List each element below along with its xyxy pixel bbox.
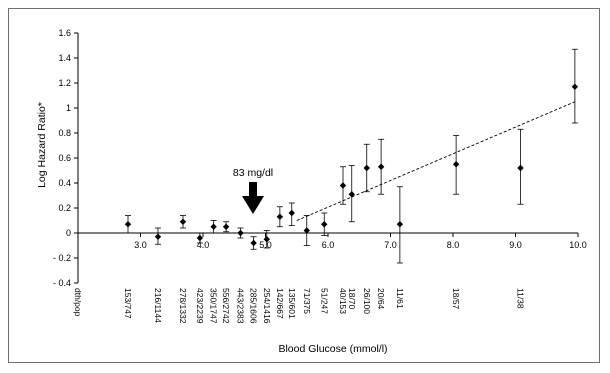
count-label: 254/1416	[262, 288, 272, 324]
data-point	[124, 221, 132, 228]
count-label: 423/2239	[195, 288, 205, 324]
y-tick-label: 1	[66, 103, 71, 113]
count-label: 142/667	[275, 288, 285, 319]
count-label: 26/100	[362, 288, 372, 314]
data-point	[377, 163, 385, 170]
x-axis-label: Blood Glucose (mmol/l)	[278, 343, 387, 355]
data-point	[250, 239, 257, 247]
count-label: 11/61	[395, 288, 405, 309]
count-label: 443/2383	[236, 288, 246, 324]
trend-line	[296, 101, 576, 221]
count-label: 350/1747	[209, 288, 219, 324]
error-bars	[125, 48, 578, 264]
count-label: 216/1144	[153, 288, 163, 323]
annotation-group: 83 mg/dl	[233, 167, 273, 214]
counts-group: dth/pop 153/747 216/1144 278/1332 423/2239 35…	[73, 288, 526, 324]
data-point	[321, 221, 328, 228]
annotation-label: 83 mg/dl	[233, 167, 273, 179]
count-label: 18/70	[347, 288, 357, 310]
x-tick-label: 5.0	[259, 240, 272, 250]
data-point	[263, 236, 270, 243]
figure-frame	[8, 8, 600, 363]
count-label: 556/2742	[221, 288, 231, 324]
x-tick-label: 7.0	[384, 240, 397, 250]
count-label: 11/38	[516, 288, 526, 309]
count-label: 51/247	[319, 288, 329, 314]
data-point	[339, 182, 347, 189]
count-label: 285/1606	[249, 288, 259, 324]
axes: 1.6 1.4 1.2 1 0.8 0.6 0.4 0.2 0 - 0.2 - 0.4 3.0 4.0 5…	[53, 28, 587, 288]
count-label: 278/1332	[178, 288, 188, 324]
data-point	[196, 234, 204, 242]
counts-header: dth/pop	[73, 288, 83, 317]
data-point	[303, 227, 310, 234]
data-point	[396, 221, 404, 228]
count-label: 18/57	[451, 288, 461, 310]
data-point	[288, 209, 295, 217]
data-markers	[124, 83, 579, 247]
data-point	[154, 233, 162, 240]
x-tick-label: 3.0	[134, 240, 147, 250]
y-tick-label: 0	[66, 228, 71, 238]
data-point	[363, 164, 370, 172]
y-axis-label: Log Hazard Ratio*	[36, 102, 48, 188]
down-arrow-icon	[242, 182, 264, 214]
x-tick-label: 4.0	[197, 240, 210, 250]
x-tick-label: 10.0	[569, 240, 587, 250]
y-tick-label: 0.6	[58, 153, 71, 163]
x-tick-label: 8.0	[447, 240, 460, 250]
data-point	[222, 223, 230, 230]
y-tick-label: 0.2	[58, 203, 71, 213]
y-tick-label: 1.2	[58, 78, 71, 88]
count-label: 40/153	[338, 288, 348, 314]
data-point	[571, 83, 579, 90]
data-point	[210, 223, 217, 230]
x-tick-label: 9.0	[509, 240, 522, 250]
y-tick-label: 1.4	[58, 53, 71, 63]
count-label: 153/747	[123, 288, 133, 319]
data-point	[276, 213, 284, 220]
data-point	[348, 191, 355, 198]
count-label: 71/375	[302, 288, 312, 314]
count-label: 135/601	[287, 288, 297, 319]
data-point	[179, 218, 187, 225]
y-tick-label: 0.8	[58, 128, 71, 138]
x-tick-label: 6.0	[322, 240, 335, 250]
trend-line-group	[296, 101, 576, 221]
count-label: 20/64	[376, 288, 386, 310]
y-tick-label: 0.4	[58, 178, 71, 188]
data-point	[237, 229, 244, 237]
y-tick-label: - 0.4	[53, 278, 71, 288]
data-point	[452, 161, 460, 168]
y-tick-label: 1.6	[58, 28, 71, 38]
data-point	[517, 164, 524, 172]
y-tick-label: - 0.2	[53, 253, 71, 263]
